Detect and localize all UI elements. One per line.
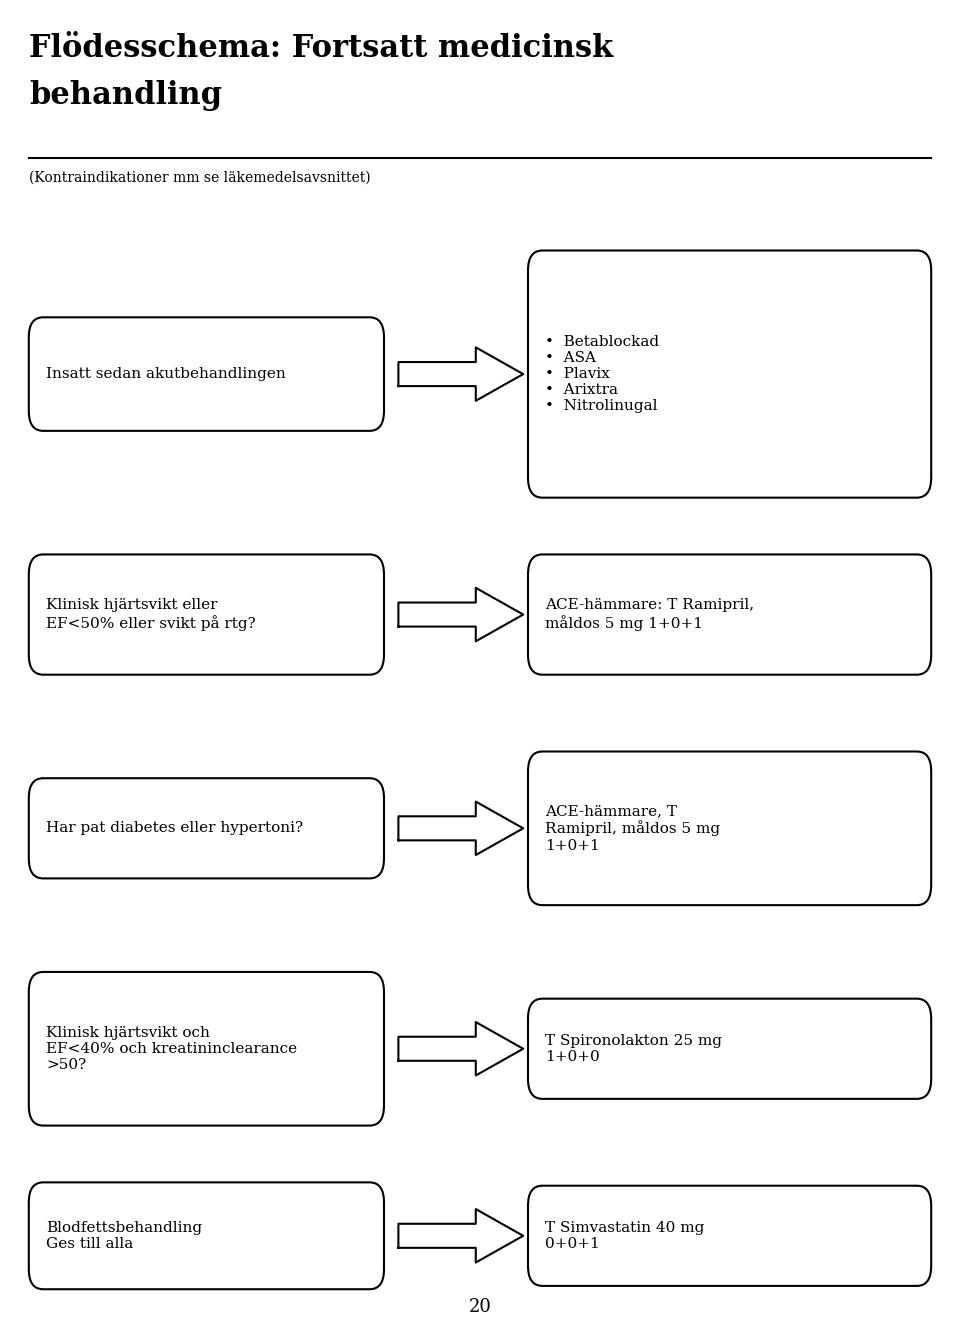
Polygon shape [398, 1022, 523, 1075]
Text: Klinisk hjärtsvikt och
EF<40% och kreatininclearance
>50?: Klinisk hjärtsvikt och EF<40% och kreati… [46, 1026, 298, 1071]
Text: ACE-hämmare, T
Ramipril, måldos 5 mg
1+0+1: ACE-hämmare, T Ramipril, måldos 5 mg 1+0… [545, 804, 720, 852]
Text: Flödesschema: Fortsatt medicinsk: Flödesschema: Fortsatt medicinsk [29, 33, 613, 64]
FancyBboxPatch shape [528, 554, 931, 675]
Text: T Simvastatin 40 mg
0+0+1: T Simvastatin 40 mg 0+0+1 [545, 1221, 705, 1250]
Text: (Kontraindikationer mm se läkemedelsavsnittet): (Kontraindikationer mm se läkemedelsavsn… [29, 171, 371, 184]
Text: Blodfettsbehandling
Ges till alla: Blodfettsbehandling Ges till alla [46, 1221, 203, 1250]
Text: Har pat diabetes eller hypertoni?: Har pat diabetes eller hypertoni? [46, 822, 303, 835]
FancyBboxPatch shape [29, 1182, 384, 1289]
Text: •  Betablockad
•  ASA
•  Plavix
•  Arixtra
•  Nitrolinugal: • Betablockad • ASA • Plavix • Arixtra •… [545, 335, 660, 413]
Text: behandling: behandling [29, 80, 222, 111]
FancyBboxPatch shape [528, 251, 931, 498]
Text: T Spironolakton 25 mg
1+0+0: T Spironolakton 25 mg 1+0+0 [545, 1034, 722, 1063]
FancyBboxPatch shape [528, 999, 931, 1098]
Polygon shape [398, 1209, 523, 1263]
Polygon shape [398, 347, 523, 401]
FancyBboxPatch shape [29, 318, 384, 430]
FancyBboxPatch shape [29, 973, 384, 1125]
Polygon shape [398, 802, 523, 855]
FancyBboxPatch shape [528, 1186, 931, 1285]
Text: Klinisk hjärtsvikt eller
EF<50% eller svikt på rtg?: Klinisk hjärtsvikt eller EF<50% eller sv… [46, 599, 255, 631]
Text: Insatt sedan akutbehandlingen: Insatt sedan akutbehandlingen [46, 367, 286, 381]
FancyBboxPatch shape [528, 751, 931, 906]
Text: ACE-hämmare: T Ramipril,
måldos 5 mg 1+0+1: ACE-hämmare: T Ramipril, måldos 5 mg 1+0… [545, 599, 755, 631]
FancyBboxPatch shape [29, 554, 384, 675]
FancyBboxPatch shape [29, 778, 384, 879]
Text: 20: 20 [468, 1297, 492, 1316]
Polygon shape [398, 588, 523, 641]
